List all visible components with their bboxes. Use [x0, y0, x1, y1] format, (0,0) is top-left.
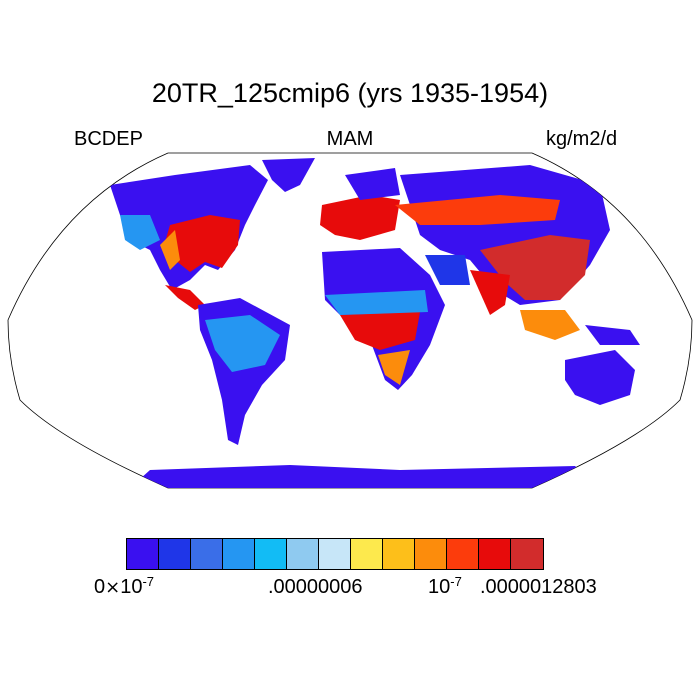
new-guinea: [585, 325, 640, 345]
na-east-red: [165, 215, 240, 272]
colorbar-swatch: [191, 539, 223, 569]
colorbar-swatch: [255, 539, 287, 569]
africa-south: [378, 350, 410, 385]
india: [470, 270, 510, 315]
colorbar-swatch: [127, 539, 159, 569]
asia-band: [395, 195, 560, 225]
colorbar-label-max: .0000012803: [480, 576, 597, 598]
colorbar-label-min: 0×10-7: [94, 574, 155, 598]
na-east-orange: [160, 230, 180, 270]
africa-sahel: [325, 290, 428, 315]
europe: [320, 195, 400, 240]
colorbar-swatch: [511, 539, 543, 569]
variable-label: BCDEP: [74, 128, 143, 150]
colorbar-swatch: [479, 539, 511, 569]
colorbar-swatch: [415, 539, 447, 569]
map-title: 20TR_125cmip6 (yrs 1935-1954): [151, 78, 549, 108]
colorbar-swatch: [287, 539, 319, 569]
colorbar-swatch: [447, 539, 479, 569]
se-asia: [520, 310, 580, 340]
australia: [565, 350, 635, 405]
middle-east: [425, 255, 470, 285]
africa-band: [340, 312, 420, 350]
colorbar-swatch: [351, 539, 383, 569]
colorbar: [126, 538, 544, 570]
sa-mid: [205, 315, 280, 372]
colorbar-swatch: [223, 539, 255, 569]
colorbar-swatch: [159, 539, 191, 569]
europe-north: [345, 168, 400, 200]
colorbar-swatch: [383, 539, 415, 569]
units-label: kg/m2/d: [546, 128, 618, 150]
antarctica: [130, 465, 590, 488]
colorbar-swatch: [319, 539, 351, 569]
season-label: MAM: [326, 128, 374, 150]
na-west-blue: [120, 215, 160, 250]
greenland: [262, 158, 315, 192]
colorbar-label-high: 10-7: [428, 574, 462, 598]
central-america: [165, 285, 205, 310]
colorbar-label-mid: .00000006: [268, 576, 363, 598]
